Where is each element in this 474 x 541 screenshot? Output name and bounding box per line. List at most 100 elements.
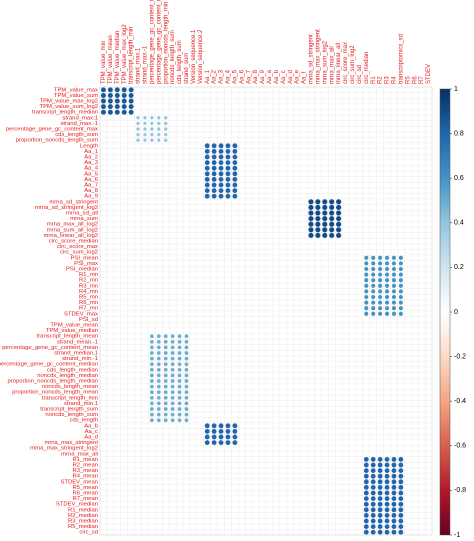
correlation-cell — [177, 378, 182, 384]
correlation-cell — [328, 221, 335, 227]
column-label: STDEV — [426, 64, 432, 84]
correlation-cell — [308, 221, 314, 227]
row-label: PSI_sd — [79, 317, 98, 323]
column-label: Aa_7 — [246, 69, 252, 84]
correlation-cell — [184, 362, 189, 367]
correlation-cell — [384, 311, 390, 317]
correlation-cell — [398, 289, 404, 294]
correlation-cell — [377, 523, 383, 530]
correlation-cell — [384, 529, 390, 535]
correlation-cell — [398, 467, 404, 474]
column-label: R1 — [371, 76, 377, 84]
correlation-cell — [364, 311, 369, 317]
row-label: percentage_gene_gc_content_mean — [2, 345, 98, 351]
correlation-cell — [328, 204, 335, 211]
colorbar-tick-label: 0.8 — [454, 130, 464, 137]
correlation-cell — [156, 412, 161, 417]
correlation-cell — [398, 479, 404, 485]
correlation-cell — [163, 373, 168, 378]
correlation-cell — [143, 121, 147, 126]
correlation-cell — [322, 204, 328, 211]
row-label: TPM_value_max_log2 — [40, 99, 98, 105]
column-label: R3 — [385, 76, 391, 84]
correlation-cell — [370, 512, 376, 519]
correlation-cell — [177, 412, 182, 417]
correlation-cell — [107, 103, 114, 110]
correlation-cell — [391, 255, 397, 261]
correlation-cell — [384, 283, 390, 289]
correlation-cell — [211, 439, 217, 446]
correlation-cell — [398, 305, 404, 311]
row-label: proportion_noncds_length_sum — [16, 138, 98, 144]
row-label: mrna_linear_all_log2 — [43, 233, 98, 239]
row-label: R4_mean — [73, 474, 98, 480]
correlation-cell — [370, 305, 376, 311]
correlation-cell — [143, 138, 147, 143]
row-label: TPM_value_mean — [50, 323, 98, 329]
row-label: R3_median — [68, 519, 98, 525]
colorbar-tick-label: 0.6 — [454, 175, 464, 182]
correlation-cell — [335, 199, 342, 205]
correlation-cell — [232, 148, 238, 155]
correlation-cell — [177, 350, 182, 356]
correlation-cell — [170, 401, 175, 406]
correlation-cell — [391, 484, 397, 491]
correlation-cell — [377, 507, 383, 513]
correlation-cell — [370, 529, 376, 535]
correlation-cell — [184, 418, 189, 423]
correlation-cell — [170, 395, 175, 400]
correlation-cell — [363, 495, 369, 502]
correlation-cell — [149, 406, 154, 412]
correlation-cell — [370, 467, 376, 474]
correlation-cell — [128, 92, 134, 99]
correlation-cell — [211, 434, 217, 440]
column-label: circ_sd — [357, 65, 363, 84]
correlation-cell — [384, 473, 390, 479]
correlation-cell — [232, 165, 238, 171]
correlation-cell — [121, 87, 127, 93]
correlation-cell — [364, 305, 369, 311]
column-label: Aa_1 — [205, 69, 211, 84]
correlation-cell — [398, 512, 404, 519]
correlation-cell — [170, 350, 175, 356]
correlation-cell — [391, 479, 397, 485]
column-label: mrna_linear_all — [336, 43, 342, 84]
colorbar-gradient — [439, 88, 451, 536]
row-label: proportion_noncds_length_median — [8, 379, 98, 385]
correlation-cell — [204, 182, 210, 188]
column-label: strand_max.-1 — [143, 45, 149, 84]
correlation-cell — [370, 518, 376, 524]
correlation-cell — [204, 439, 210, 446]
row-label: percentage_gene_gc_content_median — [0, 362, 98, 368]
row-label: mrna_sd_stringent_log2 — [35, 205, 98, 211]
correlation-cell — [149, 362, 154, 367]
correlation-cell — [163, 115, 168, 120]
correlation-cell — [322, 232, 328, 239]
correlation-cell — [156, 350, 161, 356]
correlation-cell — [232, 187, 238, 194]
correlation-cell — [225, 434, 231, 440]
column-label: Aa_5 — [232, 69, 238, 84]
row-label: Aa_3 — [84, 160, 98, 166]
correlation-cell — [377, 512, 383, 519]
correlation-cell — [204, 423, 210, 429]
colorbar-tick-label: 1 — [454, 86, 458, 93]
row-label: noncds_length_mean — [42, 384, 98, 390]
correlation-cell — [225, 171, 231, 177]
correlation-cell — [335, 215, 342, 222]
correlation-cell — [156, 345, 161, 350]
column-label: TPM_value_mean — [108, 35, 114, 84]
correlation-cell — [156, 339, 161, 344]
row-label: noncds_length_median — [37, 373, 98, 379]
grid — [99, 86, 433, 536]
correlation-cell — [149, 373, 154, 378]
correlation-cell — [377, 289, 383, 294]
correlation-cell — [177, 362, 182, 367]
correlation-cell — [156, 390, 161, 395]
correlation-cell — [163, 412, 168, 417]
correlation-cell — [322, 199, 328, 205]
correlation-cell — [308, 199, 314, 205]
correlation-cell — [218, 154, 224, 160]
correlation-cell — [364, 261, 369, 266]
correlation-cell — [128, 87, 134, 93]
